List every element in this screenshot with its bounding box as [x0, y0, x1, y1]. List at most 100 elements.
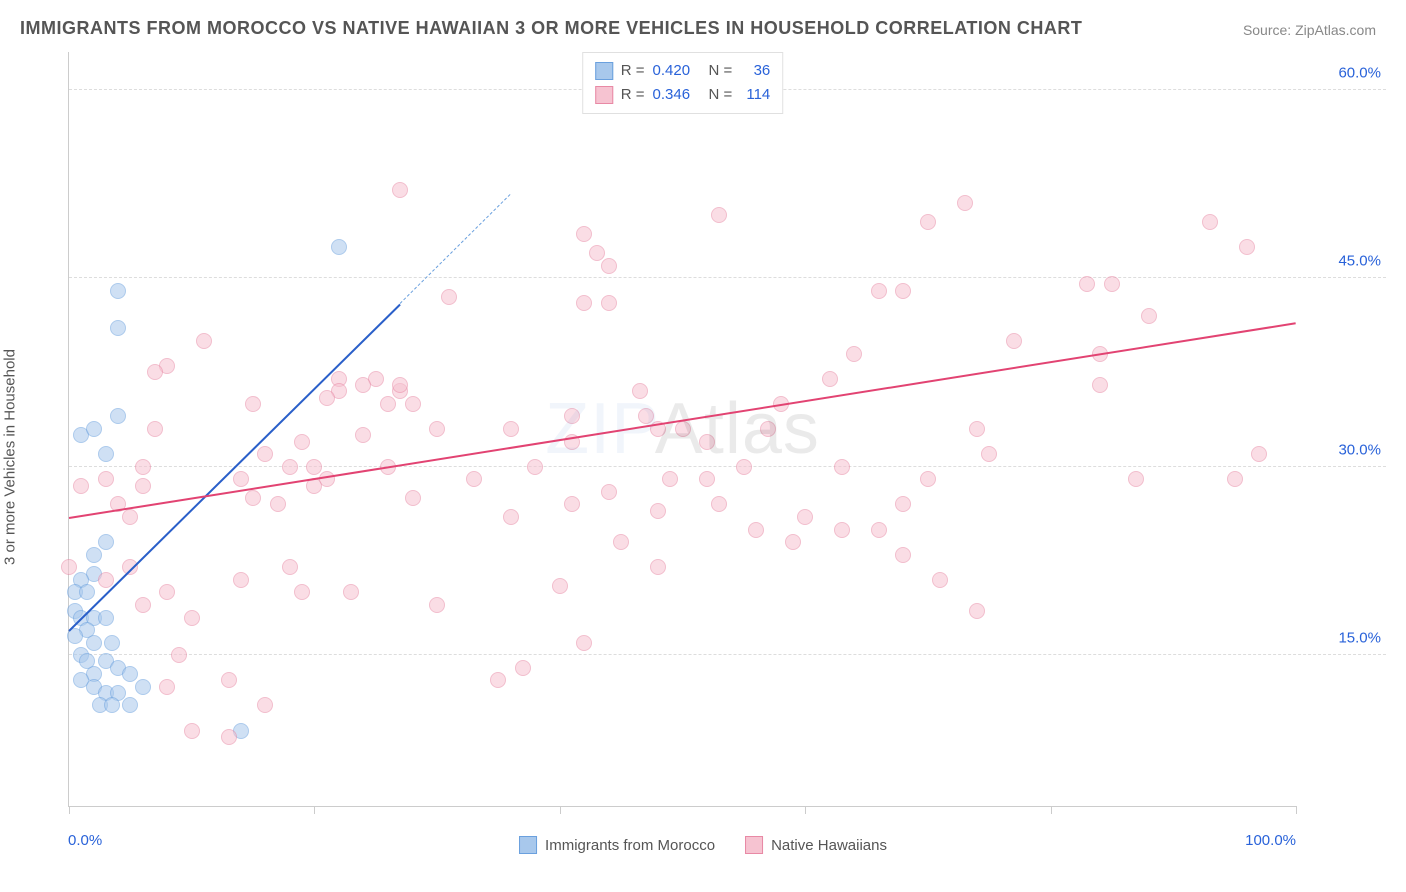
data-point	[1202, 214, 1218, 230]
data-point	[257, 446, 273, 462]
data-point	[601, 295, 617, 311]
data-point	[306, 459, 322, 475]
data-point	[711, 496, 727, 512]
data-point	[110, 408, 126, 424]
data-point	[61, 559, 77, 575]
data-point	[564, 408, 580, 424]
n-label: N =	[709, 59, 733, 83]
data-point	[294, 584, 310, 600]
data-point	[441, 289, 457, 305]
data-point	[969, 421, 985, 437]
legend-swatch	[745, 836, 763, 854]
data-point	[699, 471, 715, 487]
data-point	[601, 258, 617, 274]
data-point	[957, 195, 973, 211]
data-point	[270, 496, 286, 512]
data-point	[196, 333, 212, 349]
data-point	[184, 723, 200, 739]
data-point	[405, 490, 421, 506]
r-label: R =	[621, 59, 645, 83]
y-tick-label: 45.0%	[1338, 253, 1381, 270]
y-tick-label: 30.0%	[1338, 441, 1381, 458]
data-point	[564, 496, 580, 512]
data-point	[613, 534, 629, 550]
source-attribution: Source: ZipAtlas.com	[1243, 22, 1376, 38]
data-point	[98, 471, 114, 487]
x-tick	[805, 806, 806, 814]
data-point	[736, 459, 752, 475]
data-point	[294, 434, 310, 450]
data-point	[1104, 276, 1120, 292]
legend-row: R =0.420N =36	[595, 59, 771, 83]
legend-label: Immigrants from Morocco	[545, 837, 715, 854]
data-point	[895, 283, 911, 299]
data-point	[98, 446, 114, 462]
data-point	[110, 283, 126, 299]
data-point	[147, 364, 163, 380]
data-point	[662, 471, 678, 487]
data-point	[282, 459, 298, 475]
x-tick	[560, 806, 561, 814]
legend-item: Native Hawaiians	[745, 836, 887, 854]
data-point	[576, 295, 592, 311]
data-point	[86, 421, 102, 437]
data-point	[343, 584, 359, 600]
legend-swatch	[519, 836, 537, 854]
data-point	[1251, 446, 1267, 462]
data-point	[1239, 239, 1255, 255]
x-tick	[314, 806, 315, 814]
data-point	[466, 471, 482, 487]
data-point	[86, 635, 102, 651]
data-point	[601, 484, 617, 500]
data-point	[871, 522, 887, 538]
data-point	[1128, 471, 1144, 487]
data-point	[159, 584, 175, 600]
chart-container: 3 or more Vehicles in Household ZIPAtlas…	[20, 52, 1386, 862]
data-point	[981, 446, 997, 462]
data-point	[122, 666, 138, 682]
data-point	[1079, 276, 1095, 292]
x-min-label: 0.0%	[68, 832, 102, 849]
data-point	[73, 478, 89, 494]
data-point	[122, 509, 138, 525]
data-point	[319, 390, 335, 406]
x-tick	[69, 806, 70, 814]
data-point	[552, 578, 568, 594]
data-point	[233, 572, 249, 588]
data-point	[429, 597, 445, 613]
data-point	[282, 559, 298, 575]
data-point	[147, 421, 163, 437]
data-point	[920, 471, 936, 487]
data-point	[515, 660, 531, 676]
data-point	[221, 729, 237, 745]
data-point	[650, 559, 666, 575]
data-point	[331, 239, 347, 255]
data-point	[1227, 471, 1243, 487]
data-point	[355, 377, 371, 393]
x-max-label: 100.0%	[1245, 832, 1296, 849]
data-point	[104, 635, 120, 651]
data-point	[1006, 333, 1022, 349]
data-point	[711, 207, 727, 223]
data-point	[834, 459, 850, 475]
data-point	[846, 346, 862, 362]
data-point	[98, 610, 114, 626]
y-axis-label: 3 or more Vehicles in Household	[2, 349, 19, 565]
data-point	[122, 697, 138, 713]
data-point	[748, 522, 764, 538]
data-point	[589, 245, 605, 261]
data-point	[895, 496, 911, 512]
gridline	[69, 277, 1386, 278]
x-tick	[1051, 806, 1052, 814]
data-point	[171, 647, 187, 663]
data-point	[392, 377, 408, 393]
r-value: 0.420	[653, 59, 701, 83]
data-point	[135, 478, 151, 494]
data-point	[405, 396, 421, 412]
data-point	[675, 421, 691, 437]
legend-swatch	[595, 86, 613, 104]
trend-line	[69, 322, 1296, 519]
data-point	[822, 371, 838, 387]
data-point	[355, 427, 371, 443]
y-tick-label: 60.0%	[1338, 64, 1381, 81]
